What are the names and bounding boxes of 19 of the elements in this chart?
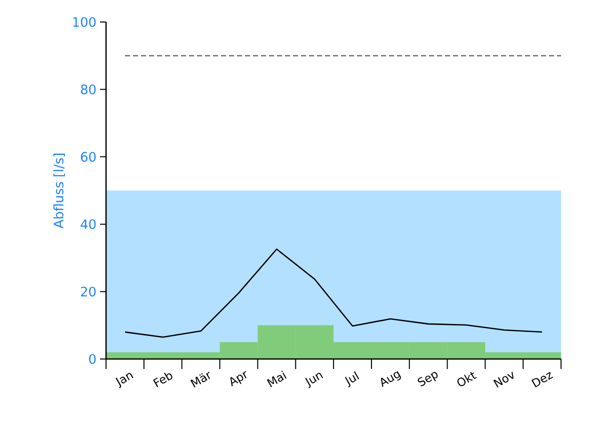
x-tick-label: Aug (380, 371, 401, 388)
x-tick-label: Dez (531, 372, 554, 388)
y-tick-label: 20 (80, 286, 96, 296)
x-tick-label: Sep (418, 372, 438, 386)
x-tick-label: Mai (266, 370, 287, 388)
x-tick-label: Jan (116, 372, 134, 388)
y-tick-label: 100 (73, 17, 96, 27)
x-tick-label: Jun (305, 372, 323, 388)
x-tick-label: Jul (344, 371, 360, 388)
y-tick-label: 60 (80, 152, 96, 162)
y-tick-label: 0 (89, 354, 96, 364)
x-tick-label: Okt (457, 372, 477, 386)
y-tick-label: 40 (80, 219, 96, 230)
y-tick-label: 80 (80, 84, 96, 94)
x-tick-label: Nov (493, 372, 514, 388)
x-tick-label: Apr (230, 371, 247, 386)
x-tick-label: Feb (153, 372, 172, 388)
x-tick-label: Mär (190, 372, 210, 388)
y-axis-title: Abfluss [l/s] (53, 154, 65, 228)
